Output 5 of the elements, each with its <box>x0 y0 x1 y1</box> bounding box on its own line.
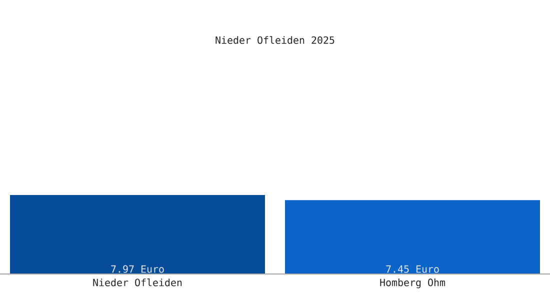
x-tick-label: Nieder Ofleiden <box>93 278 182 286</box>
x-tick-label: Homberg Ohm <box>380 278 446 288</box>
chart-title: Nieder Ofleiden 2025 <box>216 36 334 44</box>
data-label: 7.45 Euro <box>386 265 439 273</box>
data-label: 7.97 Euro <box>111 265 164 273</box>
